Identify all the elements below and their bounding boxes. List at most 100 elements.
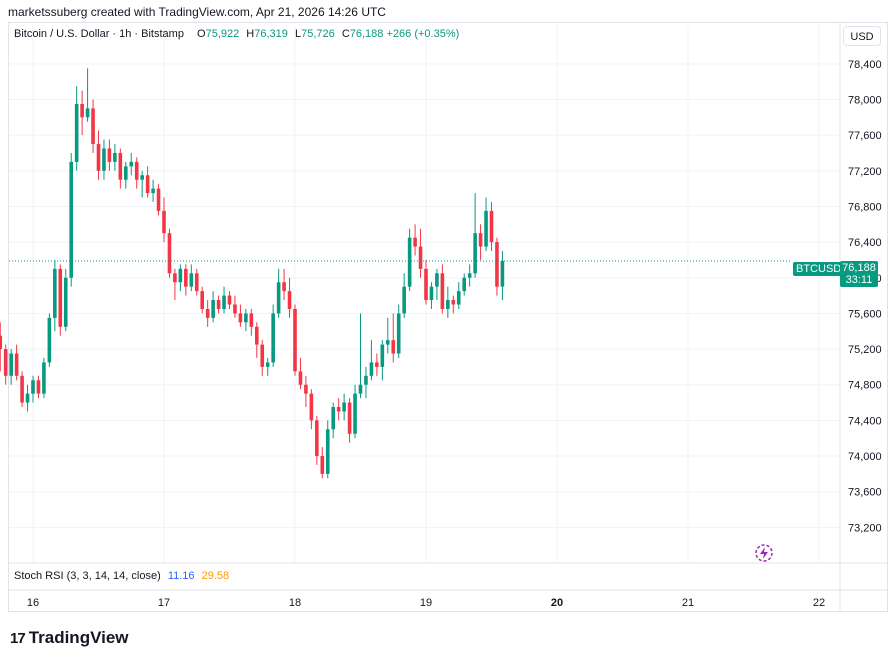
candle-body — [500, 261, 505, 287]
candle — [500, 251, 505, 301]
candle — [14, 344, 19, 381]
candle — [85, 68, 90, 122]
candle — [331, 402, 336, 439]
tradingview-logo[interactable]: 17 TradingView — [10, 628, 129, 648]
y-tick-label: 73,600 — [848, 487, 882, 499]
candle — [129, 152, 134, 176]
candle-body — [254, 326, 259, 345]
candle — [36, 375, 41, 399]
candle-body — [402, 286, 406, 314]
candle-body — [123, 166, 128, 180]
candle-body — [14, 353, 19, 376]
candle-body — [58, 268, 63, 327]
candle — [304, 375, 308, 408]
candle — [3, 344, 8, 385]
symbol-title[interactable]: Bitcoin / U.S. Dollar · 1h · Bitstamp — [14, 28, 184, 40]
candle-body — [156, 188, 161, 211]
candle-body — [184, 268, 188, 287]
candle — [446, 286, 450, 318]
candle — [396, 304, 401, 358]
candle-body — [216, 300, 221, 309]
candle-body — [260, 344, 265, 367]
candle-body — [413, 237, 417, 247]
y-tick-label: 78,400 — [848, 59, 882, 71]
candle-body — [265, 362, 270, 367]
candle — [271, 304, 275, 367]
candle — [145, 166, 150, 198]
candle — [282, 268, 286, 301]
candle — [364, 366, 368, 399]
candle-body — [85, 108, 90, 118]
x-tick-label: 18 — [289, 597, 301, 609]
candle — [489, 201, 494, 252]
candle — [325, 420, 330, 479]
candle-body — [102, 148, 106, 171]
y-tick-label: 77,600 — [848, 130, 882, 142]
candle — [134, 157, 139, 189]
y-tick-label: 76,400 — [848, 237, 882, 249]
candle-body — [118, 152, 123, 180]
y-tick-label: 74,800 — [848, 380, 882, 392]
candle — [140, 170, 144, 198]
candle-body — [31, 380, 35, 394]
candle — [385, 317, 390, 354]
candle — [413, 224, 417, 256]
candle-body — [385, 340, 390, 345]
currency-button[interactable]: USD — [843, 26, 881, 46]
candle — [309, 389, 314, 430]
candle — [287, 277, 292, 318]
candle-body — [129, 161, 134, 167]
stoch-rsi-legend[interactable]: Stoch RSI (3, 3, 14, 14, close) 11.16 29… — [14, 570, 229, 582]
candle — [484, 197, 488, 252]
candle — [194, 268, 199, 296]
candle — [63, 268, 68, 332]
candle-body — [211, 300, 215, 318]
candle-body — [189, 273, 194, 287]
candle — [451, 295, 456, 314]
symbol-legend[interactable]: Bitcoin / U.S. Dollar · 1h · Bitstamp O7… — [14, 28, 459, 40]
candle-body — [407, 237, 412, 287]
candle-body — [424, 268, 428, 301]
candle-body — [3, 349, 8, 376]
candle-body — [20, 375, 24, 403]
candle-body — [276, 282, 281, 314]
candle — [69, 152, 74, 287]
candle-body — [134, 161, 139, 180]
candle-body — [287, 291, 292, 309]
candle-body — [227, 295, 232, 305]
candle-body — [25, 393, 30, 403]
candle-body — [451, 300, 456, 305]
candle-body — [325, 429, 330, 474]
y-tick-label: 75,200 — [848, 344, 882, 356]
candle-body — [91, 108, 95, 145]
stoch-rsi-d-value: 29.58 — [201, 570, 230, 582]
low-label: L — [294, 28, 302, 40]
price-tag-value: 76,188 33:11 — [840, 261, 878, 287]
candle-layer — [0, 68, 505, 479]
candle-body — [53, 268, 57, 318]
candle — [173, 268, 177, 301]
candle — [222, 286, 226, 314]
stoch-rsi-label[interactable]: Stoch RSI (3, 3, 14, 14, close) — [14, 570, 161, 582]
candle-body — [194, 273, 199, 292]
candle-body — [304, 384, 308, 394]
candle-body — [145, 175, 150, 194]
candle-body — [473, 233, 477, 274]
candle — [380, 340, 385, 381]
candle-body — [244, 313, 248, 323]
candle-body — [429, 286, 434, 301]
candle-body — [364, 375, 368, 385]
y-tick-label: 76,800 — [848, 201, 882, 213]
candle-body — [309, 393, 314, 421]
candle — [102, 139, 106, 180]
candle — [440, 264, 445, 314]
price-tag-price: 76,188 — [842, 262, 876, 274]
candle-body — [140, 175, 144, 180]
y-tick-label: 78,000 — [848, 94, 882, 106]
candle-body — [249, 313, 254, 327]
candle-body — [162, 210, 166, 234]
lightning-icon[interactable] — [754, 543, 774, 563]
candle — [227, 291, 232, 309]
candle — [118, 148, 123, 189]
